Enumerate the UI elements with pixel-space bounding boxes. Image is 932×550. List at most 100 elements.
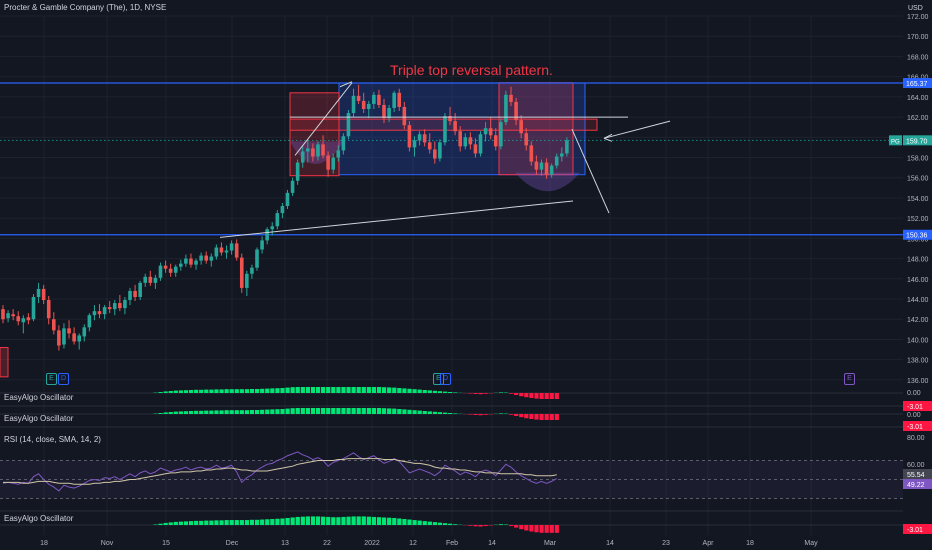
oscillator-bar (442, 523, 448, 525)
arrow-head (603, 133, 613, 142)
currency-label: USD (908, 5, 923, 12)
oscillator-bar (402, 519, 407, 525)
oscillator-bar (249, 519, 255, 525)
candle-body (280, 206, 285, 214)
oscillator-bar (402, 388, 407, 393)
candle-body (336, 150, 341, 158)
candle-body (199, 255, 203, 261)
e-event-icon[interactable]: E (844, 373, 855, 385)
oscillator-bar (356, 408, 361, 414)
oscillator-bar (214, 389, 219, 393)
time-tick-label: 12 (409, 540, 417, 547)
candle-body (397, 92, 402, 107)
osc2-label: EasyAlgo Oscillator (4, 414, 74, 423)
candle-body (539, 162, 544, 170)
time-tick-label: 18 (746, 540, 754, 547)
oscillator-bar (478, 393, 483, 395)
oscillator-bar (498, 392, 504, 393)
oscillator-bar (448, 392, 453, 393)
e-event-icon[interactable]: E (46, 373, 57, 385)
oscillator-bar (168, 522, 173, 525)
oscillator-bar (204, 389, 209, 393)
oscillator-bar (376, 387, 382, 393)
pane-value-tag (903, 421, 932, 431)
candle-body (123, 300, 127, 309)
oscillator-bar (397, 518, 402, 525)
oscillator-bar (204, 410, 209, 414)
candle-body (519, 120, 523, 134)
oscillator-bar (229, 520, 234, 525)
oscillator-bar (158, 523, 163, 525)
price-tick-label: 140.00 (907, 337, 929, 344)
candle-body (57, 330, 61, 346)
oscillator-bar (158, 413, 163, 414)
oscillator-bar (448, 523, 453, 525)
oscillator-bar (366, 387, 371, 393)
oscillator-bar (280, 409, 285, 414)
candle-body (427, 142, 432, 150)
oscillator-bar (524, 414, 529, 419)
candle-body (118, 303, 122, 309)
time-tick-label: 14 (488, 540, 496, 547)
candle-body (189, 258, 193, 265)
oscillator-bar (300, 408, 305, 414)
candle-body (544, 162, 549, 175)
price-tag-label: 165.37 (906, 81, 928, 88)
oscillator-bar (468, 393, 473, 394)
oscillator-bar (534, 393, 539, 399)
d-event-icon[interactable]: D (440, 373, 451, 385)
oscillator-bar (539, 525, 544, 533)
oscillator-bar (529, 393, 534, 398)
oscillator-bar (483, 393, 488, 394)
pattern-annotation: Triple top reversal pattern. (390, 62, 553, 78)
oscillator-bar (326, 387, 331, 393)
oscillator-bar (234, 389, 239, 393)
pane-value-tag (903, 401, 932, 411)
oscillator-bar (432, 390, 437, 393)
pane-value-label: 0.00 (907, 412, 921, 419)
candle-body (565, 140, 569, 154)
oscillator-bar (239, 520, 244, 525)
oscillator-bar (173, 390, 178, 393)
oscillator-bar (244, 520, 250, 525)
oscillator-bar (468, 414, 473, 415)
candle-body (407, 125, 412, 148)
oscillator-bar (178, 411, 183, 414)
oscillator-bar (371, 516, 377, 525)
candle-body (524, 133, 529, 146)
oscillator-bar (529, 525, 534, 532)
oscillator-bar (163, 391, 168, 393)
candle-body (107, 307, 112, 310)
candle-body (21, 318, 26, 323)
oscillator-bar (554, 525, 559, 533)
oscillator-bar (305, 408, 310, 414)
oscillator-bar (341, 387, 346, 393)
oscillator-bar (290, 517, 295, 525)
oscillator-bar (387, 408, 392, 414)
d-event-icon[interactable]: D (58, 373, 69, 385)
candle-body (504, 94, 508, 123)
candle-body (1, 309, 5, 320)
candle-body (306, 148, 310, 152)
rsi-pane (0, 451, 903, 512)
oscillator-bar (295, 516, 300, 525)
oscillator-bar (427, 411, 432, 414)
e-event-icon[interactable]: E (433, 373, 444, 385)
oscillator-bar (168, 412, 173, 414)
oscillator-bar (209, 520, 214, 525)
candle-body (102, 307, 107, 315)
top-1-zone (289, 92, 340, 177)
candle-body (468, 137, 473, 145)
oscillator-bar (183, 390, 189, 393)
oscillator-bar (255, 389, 260, 393)
price-tick-label: 158.00 (907, 156, 929, 163)
oscillator-bar (285, 387, 290, 393)
oscillator-bar (524, 525, 529, 531)
oscillator-bar (331, 387, 336, 393)
oscillator-bar (519, 393, 524, 397)
candle-body (72, 333, 76, 342)
oscillator-bar (183, 411, 189, 414)
oscillator-bar (158, 392, 163, 393)
oscillator-bar (229, 410, 234, 414)
